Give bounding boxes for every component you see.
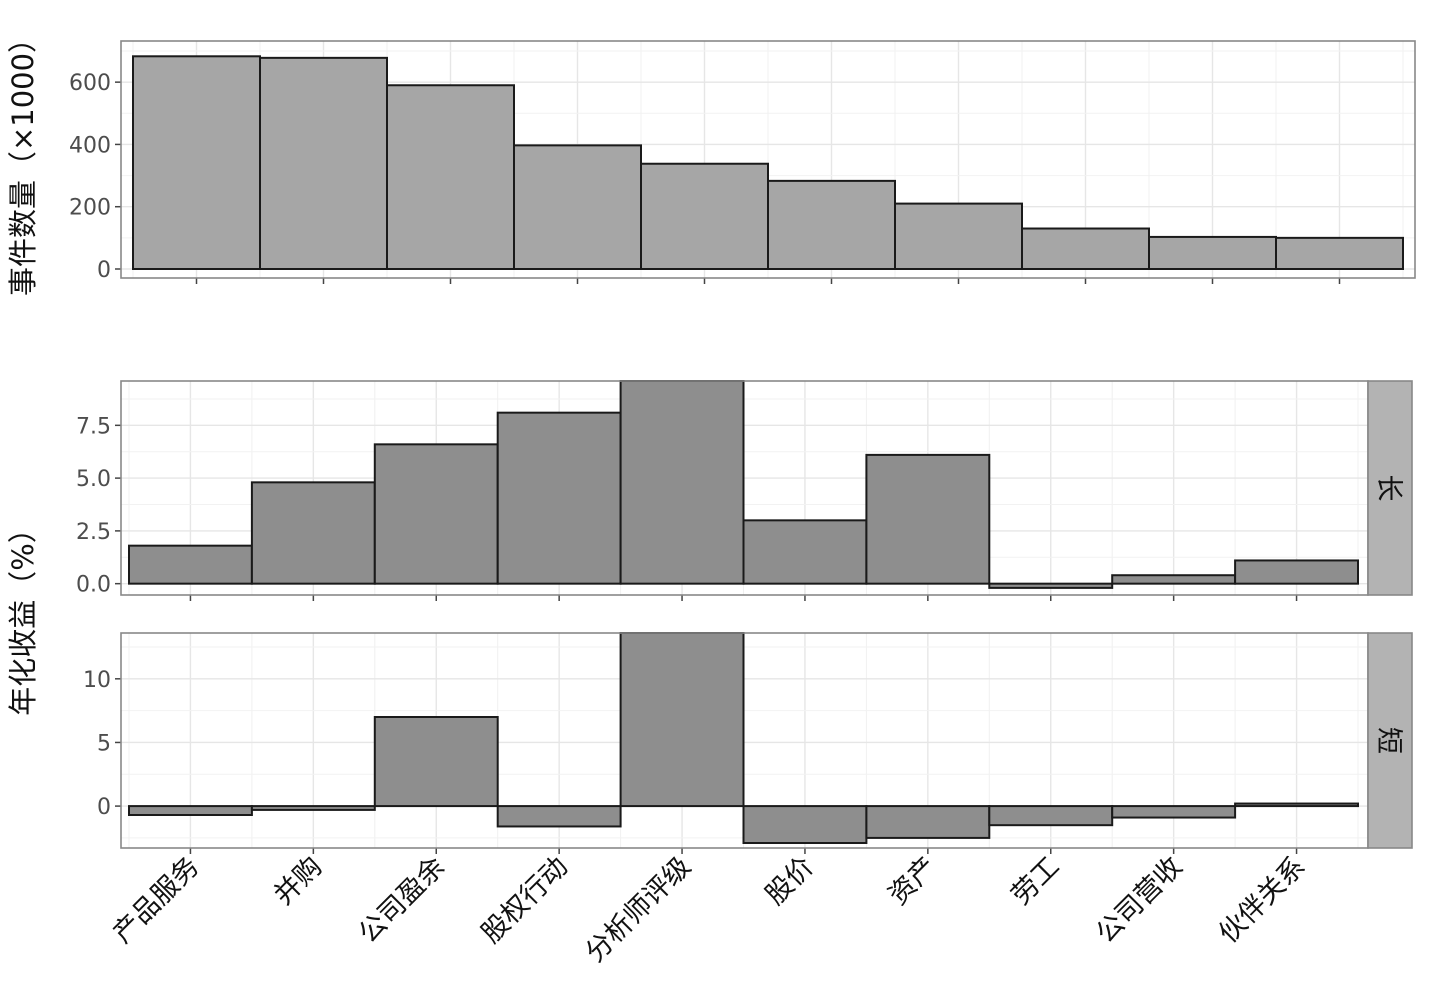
bar-劳工 [988, 805, 1114, 827]
y-tick-label: 600 [69, 71, 111, 96]
bar-产品服务 [128, 544, 253, 585]
bar-股价 [767, 179, 896, 270]
bar-公司营收 [1111, 574, 1237, 585]
y-tick-label: 5 [97, 731, 111, 756]
bar-伙伴关系 [1234, 559, 1359, 585]
y-tick-label: 200 [69, 196, 111, 221]
y-tick-label: 7.5 [76, 414, 111, 439]
bar-公司营收 [1111, 805, 1237, 819]
bar-股权行动 [496, 805, 622, 828]
y-tick-label: 0 [97, 795, 111, 820]
bar-公司营收 [1148, 235, 1277, 270]
strip-label: 短 [1373, 727, 1404, 754]
y-tick-label: 10 [83, 668, 111, 693]
bar-资产 [894, 202, 1023, 271]
bar-并购 [250, 805, 376, 811]
x-category-label: 分析师评级 [580, 851, 697, 968]
bar-股权行动 [496, 411, 622, 585]
x-category-label: 股价 [760, 851, 820, 911]
y-tick-label: 5.0 [76, 467, 111, 492]
bar-资产 [865, 453, 991, 585]
x-category-label: 资产 [883, 851, 943, 911]
y-tick-label: 0.0 [76, 573, 111, 598]
y-tick-label: 0 [97, 258, 111, 283]
bar-并购 [259, 56, 388, 271]
bar-分析师评级 [619, 632, 745, 808]
x-category-label: 劳工 [1006, 851, 1066, 911]
y-tick-label: 400 [69, 133, 111, 158]
bar-劳工 [988, 582, 1114, 589]
y-axis-label-event-count: 事件数量（×1000） [6, 24, 40, 296]
bar-资产 [865, 805, 991, 839]
bar-劳工 [1021, 227, 1150, 270]
bar-产品服务 [132, 55, 261, 271]
x-category-label: 产品服务 [107, 851, 205, 949]
bar-分析师评级 [640, 162, 769, 270]
bar-股权行动 [513, 144, 642, 270]
bar-公司盈余 [386, 84, 515, 270]
bar-股价 [742, 519, 868, 585]
strip-long [1367, 380, 1413, 596]
bar-产品服务 [128, 805, 253, 816]
panel-border [120, 40, 1416, 279]
bar-公司盈余 [373, 716, 499, 808]
middle-panel-long-returns: 0.0 2.5 5.0 7.5 长 [76, 380, 1413, 601]
x-category-label: 股权行动 [476, 851, 574, 949]
strip-label: 长 [1373, 475, 1404, 502]
bar-伙伴关系 [1275, 236, 1404, 271]
x-category-label: 并购 [268, 851, 328, 911]
bottom-panel-short-returns: 0 5 10 短 [83, 632, 1413, 854]
x-axis-category-labels: 产品服务 并购 公司盈余 股权行动 分析师评级 股价 资产 劳工 公司营收 伙伴关系 [107, 851, 1311, 968]
strip-short [1367, 632, 1413, 849]
bar-分析师评级 [619, 380, 745, 585]
bar-伙伴关系 [1234, 802, 1359, 808]
x-category-label: 公司营收 [1090, 851, 1188, 949]
bar-公司盈余 [373, 443, 499, 585]
bar-并购 [250, 481, 376, 585]
y-tick-label: 2.5 [76, 520, 111, 545]
x-category-label: 伙伴关系 [1213, 851, 1311, 949]
top-panel-event-count: 0 200 400 600 [69, 40, 1416, 284]
y-axis-label-annual-return: 年化收益（%） [6, 514, 40, 716]
bar-股价 [742, 805, 868, 844]
x-category-label: 公司盈余 [353, 851, 451, 949]
